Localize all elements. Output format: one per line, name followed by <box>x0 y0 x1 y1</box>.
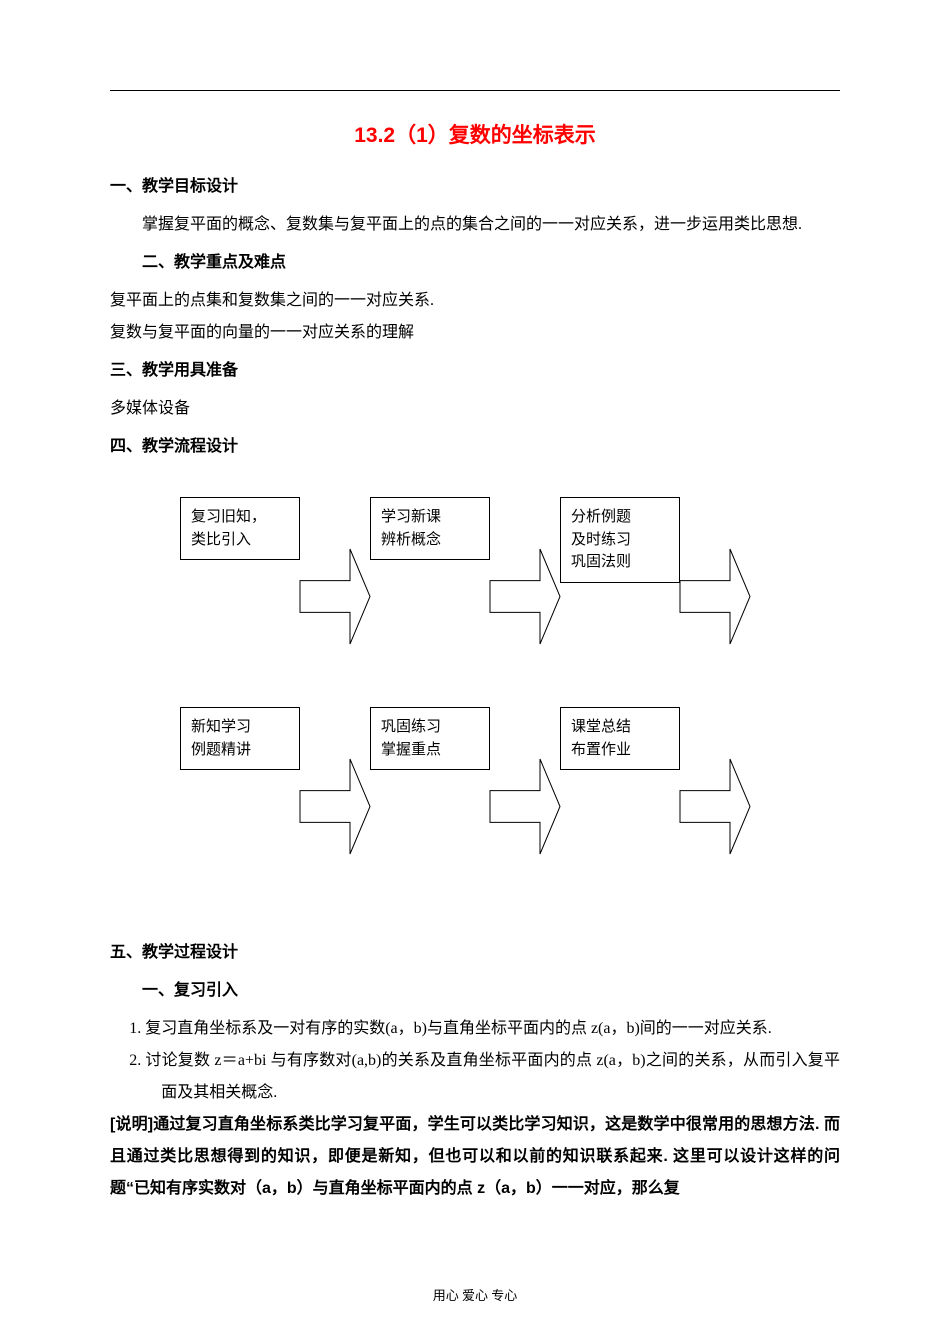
flowchart-box-4: 新知学习 例题精讲 <box>180 707 300 770</box>
document-title: 13.2（1）复数的坐标表示 <box>110 119 840 149</box>
section-2-line-1: 复平面上的点集和复数集之间的一一对应关系. <box>110 285 840 317</box>
flowchart-box-3: 分析例题 及时练习 巩固法则 <box>560 497 680 583</box>
page-footer: 用心 爱心 专心 <box>0 1285 950 1304</box>
top-horizontal-rule <box>110 90 840 91</box>
flowchart-arrow-icon <box>490 759 560 854</box>
page-content: 13.2（1）复数的坐标表示 一、教学目标设计 掌握复平面的概念、复数集与复平面… <box>0 0 950 1245</box>
flowchart-box-6: 课堂总结 布置作业 <box>560 707 680 770</box>
section-3-line: 多媒体设备 <box>110 393 840 425</box>
section-5-heading: 五、教学过程设计 <box>110 937 840 969</box>
list-item-2: 2. 讨论复数 z＝a+bi 与有序数对(a,b)的关系及直角坐标平面内的点 z… <box>110 1045 840 1109</box>
flowchart-arrow-icon <box>680 759 750 854</box>
flowchart: 复习旧知， 类比引入 学习新课 辨析概念 分析例题 及时练习 巩固法则新知学习 例题… <box>110 477 840 927</box>
flowchart-box-1: 复习旧知， 类比引入 <box>180 497 300 560</box>
list-item-1: 1. 复习直角坐标系及一对有序的实数(a，b)与直角坐标平面内的点 z(a，b)… <box>110 1013 840 1045</box>
section-3-heading: 三、教学用具准备 <box>110 355 840 387</box>
flowchart-box-2: 学习新课 辨析概念 <box>370 497 490 560</box>
section-4-heading: 四、教学流程设计 <box>110 431 840 463</box>
flowchart-box-5: 巩固练习 掌握重点 <box>370 707 490 770</box>
section-1-paragraph: 掌握复平面的概念、复数集与复平面上的点的集合之间的一一对应关系，进一步运用类比思… <box>110 209 840 241</box>
flowchart-arrow-icon <box>300 759 370 854</box>
section-1-heading: 一、教学目标设计 <box>110 171 840 203</box>
flowchart-arrow-icon <box>490 549 560 644</box>
flowchart-arrow-icon <box>680 549 750 644</box>
section-2-line-2: 复数与复平面的向量的一一对应关系的理解 <box>110 317 840 349</box>
flowchart-arrow-icon <box>300 549 370 644</box>
section-5-note: [说明]通过复习直角坐标系类比学习复平面，学生可以类比学习知识，这是数学中很常用… <box>110 1109 840 1205</box>
section-5-subheading-1: 一、复习引入 <box>110 975 840 1007</box>
section-2-heading: 二、教学重点及难点 <box>110 247 840 279</box>
